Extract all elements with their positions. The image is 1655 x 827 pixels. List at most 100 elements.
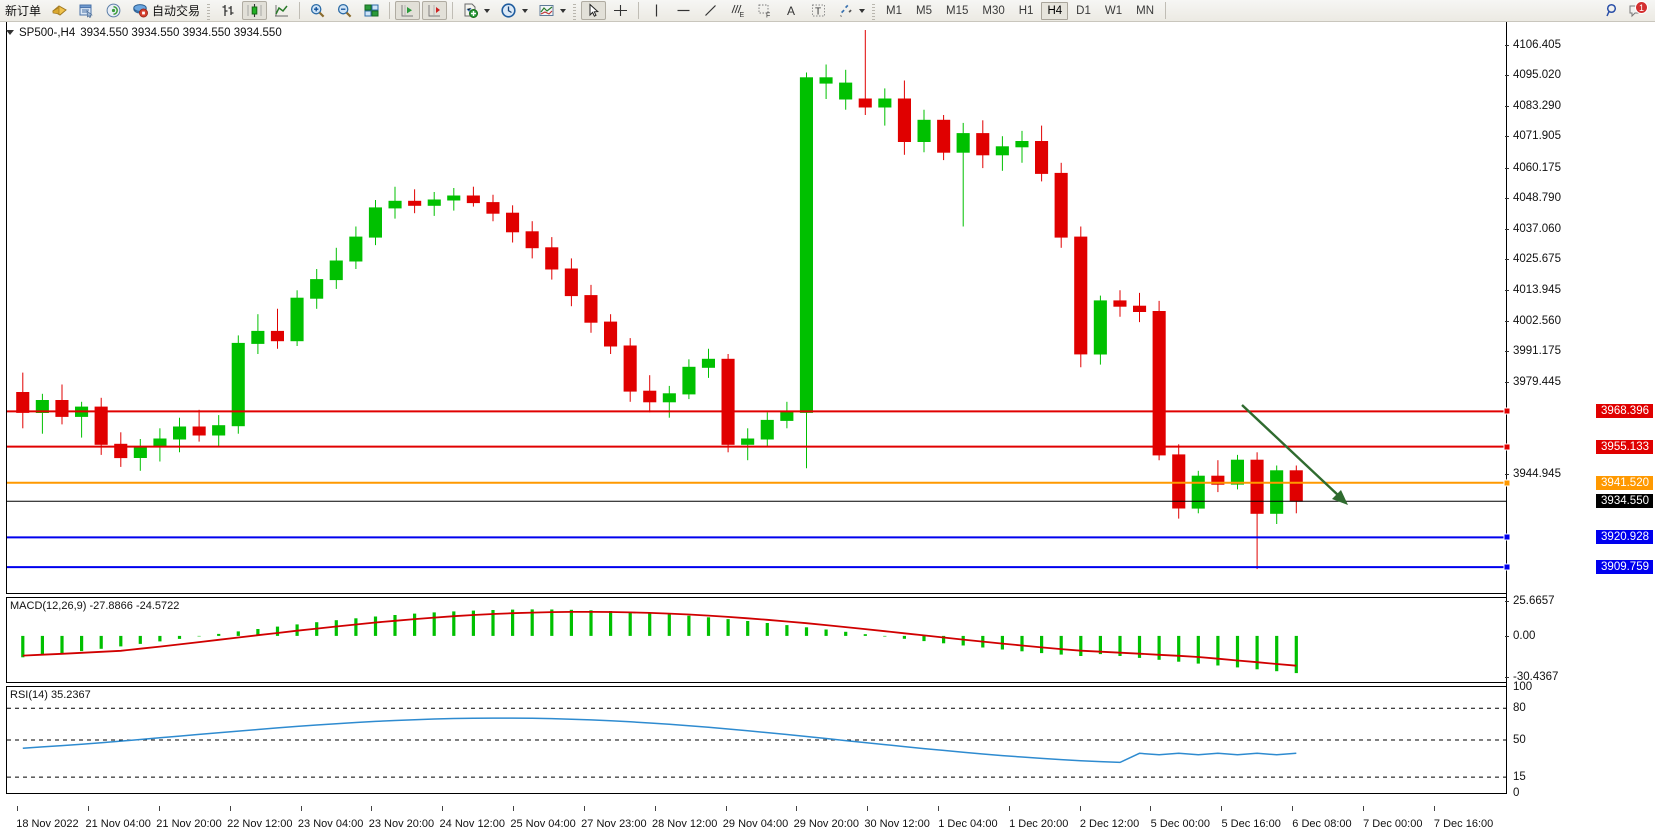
vertical-line-button[interactable] [644,1,669,20]
shift-end-button[interactable] [395,1,421,20]
expert-advisor-button[interactable] [47,1,72,20]
toolbar-grip-1[interactable] [205,1,213,20]
timeframe-w1[interactable]: W1 [1104,4,1123,17]
data-window-button[interactable] [74,1,99,20]
price-axis-tick: 4083.290 [1513,100,1561,113]
price-line-handle[interactable] [1503,407,1511,415]
candle-body [682,366,696,395]
price-tag-last-price[interactable]: 3934.550 [1596,494,1653,509]
macd-signal-line [22,611,1297,667]
autotrading-button[interactable]: 自动交易 [128,1,204,20]
candle-body [1093,300,1107,355]
price-axis-tick: 4025.675 [1513,253,1561,266]
candle-body [486,202,500,214]
line-chart-button[interactable] [269,1,294,20]
rsi-axis-tick: 100 [1513,681,1533,693]
timeframe-m1[interactable]: M1 [886,4,903,17]
text-icon: A [787,4,795,18]
price-line-handle[interactable] [1503,563,1511,571]
zoom-in-button[interactable] [305,1,330,20]
text-label-button[interactable]: T [806,1,831,20]
signals-icon [106,3,121,18]
candle-body [1211,475,1225,485]
price-line-handle[interactable] [1503,479,1511,487]
crosshair-button[interactable] [608,1,633,20]
candle-body [16,392,30,413]
time-axis-tick-mark [796,806,798,811]
indicators-icon [539,5,554,16]
chart-area[interactable]: SP500-,H4 3934.550 3934.550 3934.550 393… [0,22,1655,827]
chart-canvas[interactable] [0,22,1655,827]
price-axis-tick-mark [1505,197,1509,199]
candle-body [780,411,794,421]
timeframe-m30[interactable]: M30 [982,4,1005,17]
new-order-button[interactable]: 新订单 [1,1,45,20]
time-axis-label: 5 Dec 16:00 [1221,818,1281,827]
rsi-axis-tick: 0 [1513,787,1520,799]
zoom-out-button[interactable] [332,1,357,20]
price-level-lines [7,410,1506,569]
new-chart-button[interactable] [458,1,494,20]
candle-body [643,390,657,403]
bar-chart-button[interactable] [215,1,240,20]
price-tag-resistance-1[interactable]: 3968.396 [1596,404,1653,419]
price-tag-order-level[interactable]: 3941.520 [1596,475,1653,490]
candle-body [251,330,265,344]
chart-symbol-label: SP500-,H4 [19,26,76,39]
objects-caret-icon[interactable] [859,8,866,13]
candle-body [173,426,187,440]
candle-body [290,297,304,342]
notifications-button[interactable]: 1 [1627,0,1648,20]
channel-button[interactable]: F [752,1,777,20]
timeframe-h1[interactable]: H1 [1018,4,1034,17]
price-tag-resistance-2[interactable]: 3955.133 [1596,439,1653,454]
price-line-handle[interactable] [1503,533,1511,541]
fibonacci-button[interactable]: E [725,1,750,20]
candle-body [192,426,206,436]
price-axis-tick-mark [1505,290,1509,292]
horizontal-line-button[interactable] [671,1,696,20]
timeframe-m15[interactable]: M15 [946,4,969,17]
timeframe-mn[interactable]: MN [1136,4,1154,17]
candlestick-chart-button[interactable] [242,1,268,20]
candle-body [133,446,147,458]
timeframe-h4[interactable]: H4 [1041,1,1069,20]
indicators-button[interactable] [534,1,570,20]
tile-windows-button[interactable] [359,1,384,20]
data-window-icon [79,4,93,18]
price-line-handle[interactable] [1503,443,1511,451]
toolbar-grip-3[interactable] [870,1,878,20]
time-axis-tick-mark [159,806,161,811]
toolbar-grip-2[interactable] [571,1,579,20]
arrow-head [1332,490,1348,505]
timeframe-m5[interactable]: M5 [916,4,932,17]
candle-body [94,406,108,445]
new-chart-caret-icon[interactable] [484,8,491,13]
candle-body [525,231,539,249]
timeframes-caret-icon[interactable] [522,8,529,13]
candle-body [995,146,1009,156]
price-axis-tick: 4037.060 [1513,223,1561,235]
text-label-icon: T [812,4,825,18]
timeframe-d1[interactable]: D1 [1076,4,1091,17]
chart-menu-caret-icon[interactable] [6,30,14,35]
price-tag-support-2[interactable]: 3909.759 [1596,560,1653,575]
price-tag-support-1[interactable]: 3920.928 [1596,530,1653,545]
text-button[interactable]: A [779,1,804,20]
candle-body [741,438,755,445]
clock-icon [501,3,516,18]
tile-windows-icon [364,4,379,17]
search-icon[interactable] [1604,2,1621,19]
trendline-icon [705,5,716,16]
objects-button[interactable] [833,1,869,20]
timeframes-button[interactable] [496,1,532,20]
rsi-axis-tick: 80 [1513,702,1526,715]
candle-body [1250,459,1264,514]
auto-scroll-button[interactable] [422,1,448,20]
channel-icon: F [758,4,770,19]
cursor-button[interactable] [581,1,607,20]
indicators-caret-icon[interactable] [560,8,567,13]
time-axis-label: 7 Dec 16:00 [1433,818,1494,827]
signals-button[interactable] [101,1,126,20]
trendline-button[interactable] [698,1,723,20]
